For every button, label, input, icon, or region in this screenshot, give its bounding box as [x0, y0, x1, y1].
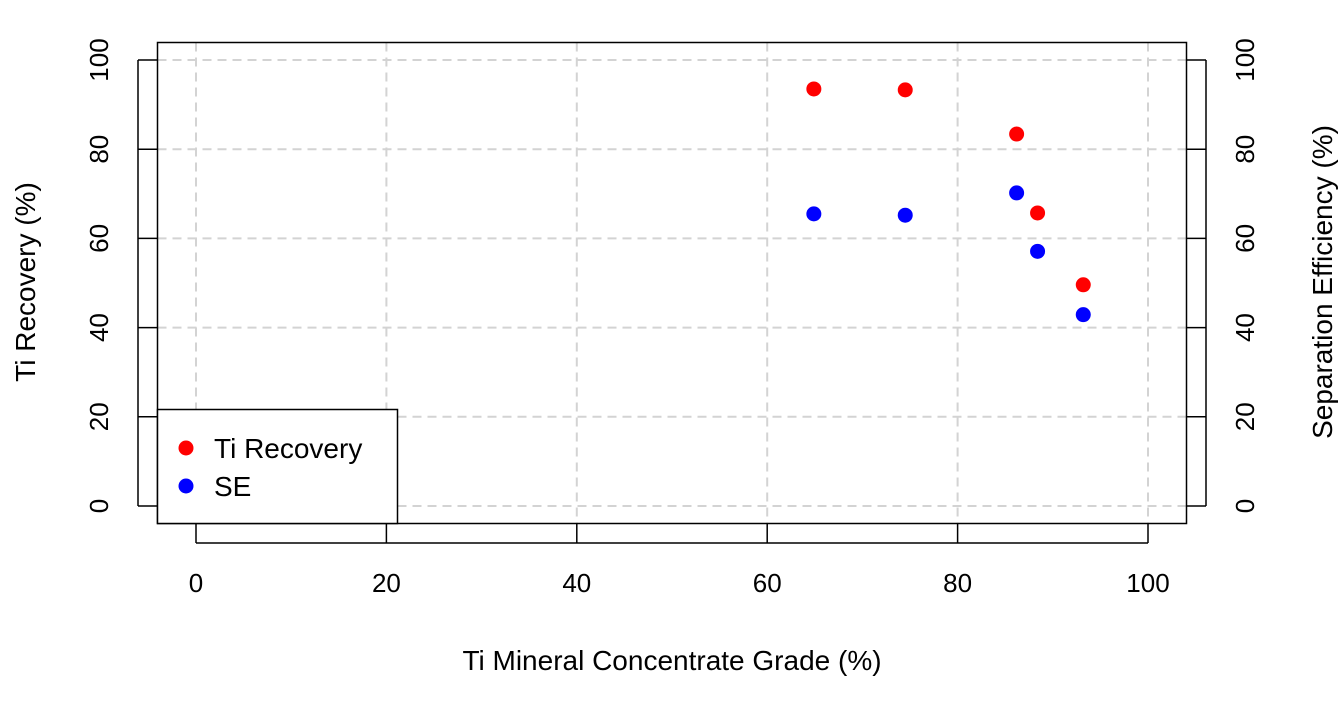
y2-tick-label-60: 60 — [1230, 224, 1260, 253]
legend-marker-se — [178, 478, 194, 494]
x-tick-label-60: 60 — [753, 568, 782, 598]
x-tick-label-0: 0 — [189, 568, 203, 598]
y-tick-label-40: 40 — [84, 313, 114, 342]
legend-box — [156, 408, 399, 525]
point-ti-recovery-4 — [1075, 277, 1091, 293]
plot-frame — [156, 41, 1188, 525]
y2-tick-label-0: 0 — [1230, 499, 1260, 513]
y2-tick-label-100: 100 — [1230, 38, 1260, 81]
x-tick-label-80: 80 — [943, 568, 972, 598]
point-ti-recovery-3 — [1030, 205, 1046, 221]
y-tick-label-0: 0 — [84, 499, 114, 513]
y-axis-title: Ti Recovery (%) — [10, 182, 41, 382]
x-axis-title: Ti Mineral Concentrate Grade (%) — [462, 645, 881, 676]
y-tick-label-80: 80 — [84, 135, 114, 164]
legend-label-ti-recovery: Ti Recovery — [214, 433, 362, 464]
point-ti-recovery-1 — [897, 82, 913, 98]
y2-tick-label-80: 80 — [1230, 135, 1260, 164]
x-tick-label-40: 40 — [562, 568, 591, 598]
x-tick-label-20: 20 — [372, 568, 401, 598]
point-se-4 — [1075, 307, 1091, 323]
point-se-1 — [897, 207, 913, 223]
point-se-2 — [1009, 185, 1025, 201]
y-tick-label-20: 20 — [84, 402, 114, 431]
legend: Ti Recovery SE — [156, 408, 399, 525]
y-tick-label-60: 60 — [84, 224, 114, 253]
point-se-3 — [1030, 243, 1046, 259]
legend-marker-ti-recovery — [178, 440, 194, 456]
point-se-0 — [806, 206, 822, 222]
y2-tick-label-40: 40 — [1230, 313, 1260, 342]
legend-label-se: SE — [214, 471, 251, 502]
data-points — [806, 81, 1091, 323]
y2-axis-title: Separation Efficiency (%) — [1307, 125, 1338, 439]
axes: 0 20 40 60 80 100 0 20 40 60 80 100 0 20 40 60 80 100 — [84, 38, 1260, 598]
point-ti-recovery-0 — [806, 81, 822, 97]
point-ti-recovery-2 — [1009, 126, 1025, 142]
x-tick-label-100: 100 — [1126, 568, 1169, 598]
y-tick-label-100: 100 — [84, 38, 114, 81]
y2-tick-label-20: 20 — [1230, 402, 1260, 431]
